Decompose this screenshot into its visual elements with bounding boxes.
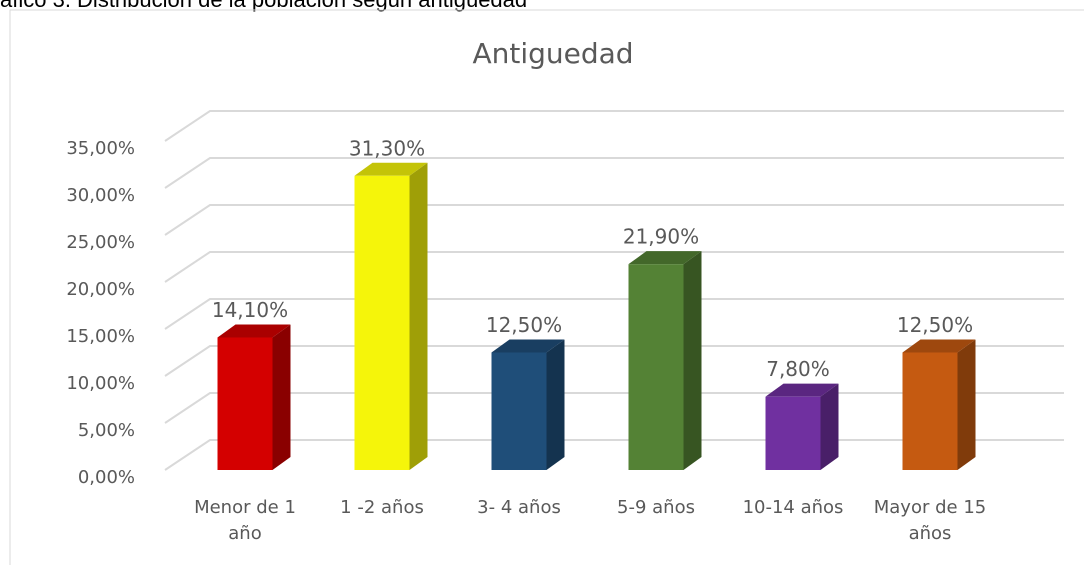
y-tick-label: 25,00% [66,232,135,253]
bar [491,352,547,470]
grid-line [164,204,1064,236]
value-label: 12,50% [486,313,562,337]
y-tick-label: 15,00% [66,326,135,347]
bar [354,175,410,470]
grid-line [164,251,1064,283]
caption: áfico 3. Distribución de la población se… [0,0,527,13]
value-label: 31,30% [349,136,425,160]
bar-top [902,339,976,353]
y-tick-label: 5,00% [78,420,135,441]
grid-line [164,110,1064,142]
bar [902,352,958,470]
value-label: 21,90% [623,225,699,249]
x-tick-label: 5-9 años [617,497,695,518]
grid-line [164,157,1064,189]
y-tick-label: 30,00% [66,185,135,206]
grid-line [164,345,1064,377]
y-tick-label: 0,00% [78,467,135,488]
value-label: 14,10% [212,298,288,322]
x-tick-label: Menor de 1 año [194,497,296,544]
bar-top [628,251,702,265]
y-tick-label: 20,00% [66,279,135,300]
chart-title: Antiguedad [472,37,633,70]
bar-side [683,251,702,470]
bar-side [272,324,291,470]
bar-top [217,324,291,338]
x-tick-label: 10-14 años [742,497,844,518]
x-tick-label: 3- 4 años [477,497,561,518]
bar-side [409,162,428,470]
bar-side [820,383,839,470]
x-tick-label: Mayor de 15 años [873,497,987,544]
value-label: 12,50% [897,313,973,337]
value-label: 7,80% [766,357,830,381]
bar-top [354,162,428,176]
x-tick-label: 1 -2 años [340,497,424,518]
bar [217,337,273,470]
bar [765,396,821,470]
grid-line [164,298,1064,330]
bar [628,264,684,470]
bar-top [765,383,839,397]
chart-frame [9,9,1084,565]
y-tick-label: 35,00% [66,138,135,159]
y-tick-label: 10,00% [66,373,135,394]
bar-side [957,339,976,470]
bar-side [546,339,565,470]
bar-top [491,339,565,353]
